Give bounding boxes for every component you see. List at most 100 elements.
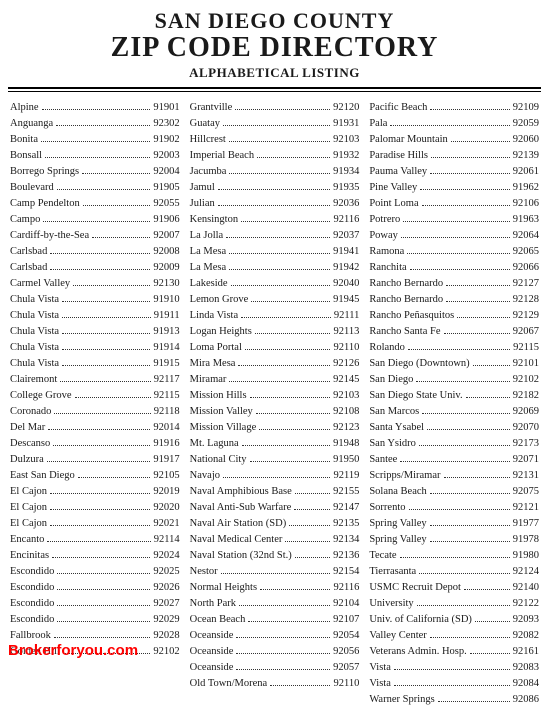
directory-row: Imperial Beach91932 [190,148,360,164]
place-name: El Cajon [10,484,47,500]
directory-row: Nestor92154 [190,564,360,580]
zip-code: 92020 [153,500,179,516]
leader-dots [231,285,331,286]
leader-dots [56,125,150,126]
zip-code: 92059 [513,116,539,132]
directory-row: Carlsbad92008 [10,244,180,260]
leader-dots [236,669,330,670]
leader-dots [446,285,510,286]
place-name: Descanso [10,436,50,452]
place-name: Del Mar [10,420,45,436]
directory-row: San Diego92102 [369,372,539,388]
zip-code: 92021 [153,516,179,532]
place-name: Rancho Peñasquitos [369,308,454,324]
place-name: North Park [190,596,236,612]
subtitle: ALPHABETICAL LISTING [0,65,549,81]
zip-code: 92024 [153,548,179,564]
zip-code: 92121 [513,500,539,516]
leader-dots [401,237,510,238]
zip-code: 91916 [153,436,179,452]
place-name: Pacific Beach [369,100,427,116]
zip-code: 91942 [333,260,359,276]
zip-code: 92014 [153,420,179,436]
leader-dots [45,157,150,158]
leader-dots [92,237,150,238]
place-name: Univ. of California (SD) [369,612,472,628]
leader-dots [73,285,150,286]
directory-row: San Marcos92069 [369,404,539,420]
place-name: Old Town/Morena [190,676,268,692]
zip-code: 92117 [154,372,180,388]
directory-column: Pacific Beach92109Pala92059Palomar Mount… [369,100,539,708]
zip-code: 92119 [333,468,359,484]
zip-code: 92140 [513,580,539,596]
leader-dots [229,173,330,174]
directory-row: Mira Mesa92126 [190,356,360,372]
zip-code: 92111 [334,308,359,324]
leader-dots [75,397,151,398]
leader-dots [420,189,509,190]
directory-row: Chula Vista91913 [10,324,180,340]
zip-code: 92115 [154,388,180,404]
place-name: Hillcrest [190,132,226,148]
leader-dots [229,141,330,142]
place-name: Spring Valley [369,516,426,532]
place-name: Poway [369,228,398,244]
zip-code: 91906 [153,212,179,228]
directory-row: San Diego (Downtown)92101 [369,356,539,372]
directory-column: Grantville92120Guatay91931Hillcrest92103… [190,100,360,708]
zip-code: 92161 [513,644,539,660]
place-name: Ramona [369,244,404,260]
leader-dots [50,253,150,254]
directory-row: Bonsall92003 [10,148,180,164]
directory-row: Rolando92115 [369,340,539,356]
place-name: El Cajon [10,516,47,532]
place-name: Santee [369,452,397,468]
leader-dots [446,301,510,302]
zip-code: 92118 [154,404,180,420]
leader-dots [82,173,150,174]
leader-dots [78,477,151,478]
zip-code: 92155 [333,484,359,500]
leader-dots [431,157,510,158]
place-name: Chula Vista [10,308,59,324]
directory-row: Vista92083 [369,660,539,676]
place-name: Palomar Mountain [369,132,447,148]
place-name: Naval Air Station (SD) [190,516,287,532]
leader-dots [248,621,330,622]
directory-row: Vista92084 [369,676,539,692]
place-name: Miramar [190,372,227,388]
directory-row: Normal Heights92116 [190,580,360,596]
leader-dots [242,445,330,446]
zip-code: 92102 [513,372,539,388]
zip-code: 92154 [333,564,359,580]
leader-dots [260,589,330,590]
zip-code: 92102 [153,644,179,660]
zip-code: 92064 [513,228,539,244]
zip-code: 91932 [333,148,359,164]
place-name: Tierrasanta [369,564,416,580]
zip-code: 92008 [153,244,179,260]
place-name: Chula Vista [10,324,59,340]
zip-code: 92040 [333,276,359,292]
zip-code: 92027 [153,596,179,612]
directory-row: Paradise Hills92139 [369,148,539,164]
directory-row: Mission Village92123 [190,420,360,436]
directory-row: Borrego Springs92004 [10,164,180,180]
zip-code: 92134 [333,532,359,548]
place-name: Escondido [10,564,54,580]
directory-row: Hillcrest92103 [190,132,360,148]
directory-row: Escondido92026 [10,580,180,596]
leader-dots [430,493,510,494]
leader-dots [62,301,150,302]
place-name: Encanto [10,532,44,548]
zip-code: 92116 [333,212,359,228]
zip-code: 92065 [513,244,539,260]
zip-code: 92173 [513,436,539,452]
zip-code: 92007 [153,228,179,244]
place-name: Jacumba [190,164,227,180]
directory-row: Bonita91902 [10,132,180,148]
zip-code: 92115 [513,340,539,356]
place-name: Naval Anti-Sub Warfare [190,500,292,516]
directory-row: Old Town/Morena92110 [190,676,360,692]
